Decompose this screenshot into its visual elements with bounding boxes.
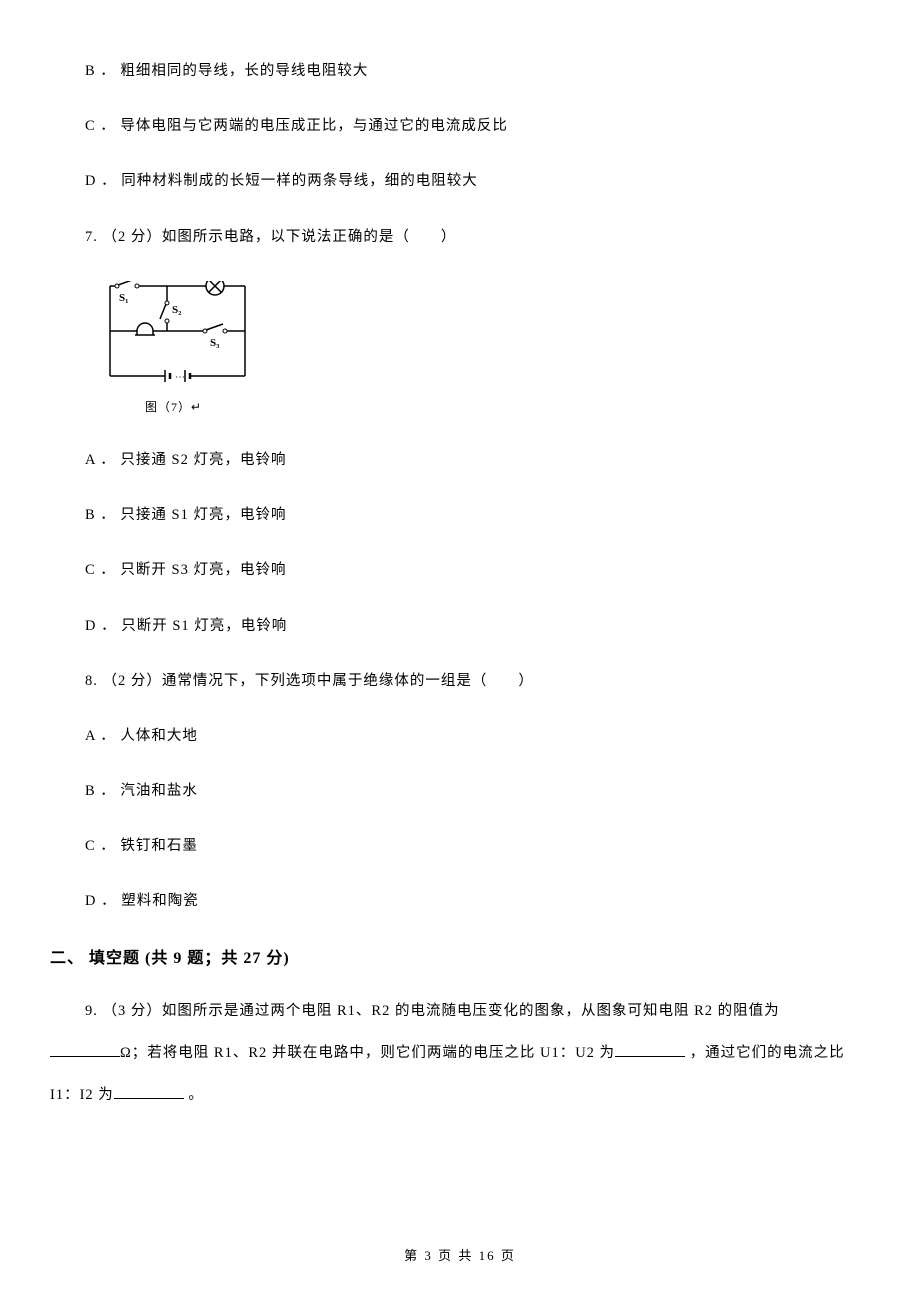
option-d-q7: D ． 只断开 S1 灯亮，电铃响 — [85, 615, 870, 638]
option-b-q7: B ． 只接通 S1 灯亮，电铃响 — [85, 504, 870, 527]
q9-text-l3p1: I1：I2 为 — [50, 1087, 114, 1103]
circuit-diagram-q7: ⋯ S₁ S₂ S₃ — [105, 281, 870, 386]
blank-3[interactable] — [114, 1085, 184, 1100]
option-a-q8: A ． 人体和大地 — [85, 725, 870, 748]
svg-text:S₂: S₂ — [172, 304, 182, 316]
svg-text:S₃: S₃ — [210, 337, 220, 349]
blank-2[interactable] — [615, 1043, 685, 1058]
option-c-q6: C ． 导体电阻与它两端的电压成正比，与通过它的电流成反比 — [85, 115, 870, 138]
option-a-q7: A ． 只接通 S2 灯亮，电铃响 — [85, 449, 870, 472]
question-9-line3: I1：I2 为 。 — [50, 1080, 870, 1112]
q9-text-l1p1: 9. （3 分）如图所示是通过两个电阻 R1、R2 的电流随电压变化的图象，从图… — [85, 1003, 780, 1019]
question-8-stem: 8. （2 分）通常情况下，下列选项中属于绝缘体的一组是（ ） — [85, 670, 870, 693]
option-d-q6: D ． 同种材料制成的长短一样的两条导线，细的电阻较大 — [85, 170, 870, 193]
circuit-caption-q7: 图（7）↵ — [145, 398, 870, 417]
option-b-q6: B ． 粗细相同的导线，长的导线电阻较大 — [85, 60, 870, 83]
blank-1[interactable] — [50, 1043, 120, 1058]
option-d-q8: D ． 塑料和陶瓷 — [85, 890, 870, 913]
q9-text-l2p1: Ω；若将电阻 R1、R2 并联在电路中，则它们两端的电压之比 U1：U2 为 — [120, 1045, 615, 1061]
q9-text-l2p2: ，通过它们的电流之比 — [685, 1045, 845, 1061]
option-c-q8: C ． 铁钉和石墨 — [85, 835, 870, 858]
section-2-heading: 二、 填空题 (共 9 题；共 27 分) — [50, 946, 870, 972]
page-footer: 第 3 页 共 16 页 — [0, 1246, 920, 1267]
svg-text:⋯: ⋯ — [175, 372, 185, 383]
question-9-line2: Ω；若将电阻 R1、R2 并联在电路中，则它们两端的电压之比 U1：U2 为 ，… — [50, 1038, 870, 1070]
question-9-line1: 9. （3 分）如图所示是通过两个电阻 R1、R2 的电流随电压变化的图象，从图… — [85, 996, 870, 1028]
svg-text:S₁: S₁ — [119, 292, 128, 304]
option-c-q7: C ． 只断开 S3 灯亮，电铃响 — [85, 559, 870, 582]
question-7-stem: 7. （2 分）如图所示电路，以下说法正确的是（ ） — [85, 226, 870, 249]
q9-text-l3p2: 。 — [184, 1087, 204, 1103]
option-b-q8: B ． 汽油和盐水 — [85, 780, 870, 803]
